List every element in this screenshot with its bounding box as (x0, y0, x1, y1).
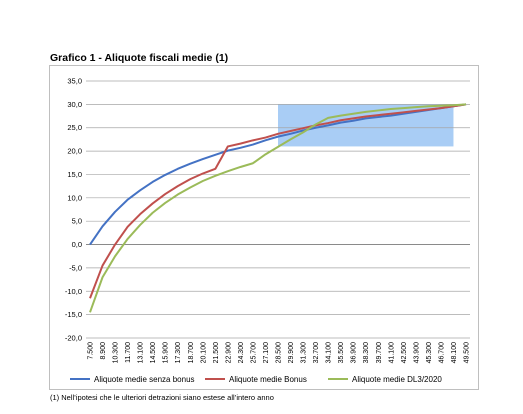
y-tick-label: -10,0 (65, 287, 82, 296)
x-tick-label: 43.900 (413, 342, 420, 364)
chart-frame: 35,0 30,0 25,0 20,0 15,0 10,0 5,0 0,0 -5,0 -10,0 -… (49, 65, 479, 390)
y-tick-label: 35,0 (67, 77, 82, 86)
chart-title: Grafico 1 - Aliquote fiscali medie (1) (50, 52, 229, 64)
x-tick-label: 46.700 (438, 342, 445, 364)
legend-label-1: Aliquote medie senza bonus (94, 375, 195, 384)
y-tick-label: 10,0 (67, 193, 82, 202)
x-tick-label: 49.500 (464, 342, 471, 364)
series-line-1 (89, 103, 467, 246)
x-tick-label: 27.100 (263, 342, 270, 364)
x-tick-label: 41.100 (388, 342, 395, 364)
x-tick-label: 34.100 (326, 342, 333, 364)
y-tick-label: 20,0 (67, 147, 82, 156)
x-tick-label: 8.900 (100, 342, 107, 360)
x-tick-label: 18.700 (188, 342, 195, 364)
x-tick-label: 11.700 (125, 342, 132, 363)
footnote: (1) Nell’ipotesi che le ulteriori detraz… (50, 393, 274, 402)
line-chart: 35,0 30,0 25,0 20,0 15,0 10,0 5,0 0,0 -5,0 -10,0 -… (65, 77, 471, 385)
x-tick-label: 29.900 (288, 342, 295, 364)
y-tick-label: 25,0 (67, 123, 82, 132)
x-tick-label: 32.700 (313, 342, 320, 364)
x-tick-label: 21.500 (213, 342, 220, 364)
series-line-2 (89, 103, 467, 299)
x-tick-label: 20.100 (200, 342, 207, 364)
x-tick-label: 48.100 (451, 342, 458, 364)
y-tick-label: 15,0 (67, 170, 82, 179)
series-line-3 (89, 103, 467, 313)
x-tick-label: 42.500 (401, 342, 408, 364)
y-tick-label: -15,0 (65, 310, 82, 319)
x-tick-label: 14.500 (150, 342, 157, 364)
x-tick-label: 25.700 (250, 342, 257, 364)
x-tick-label: 10.300 (113, 342, 120, 364)
x-tick-label: 39.700 (376, 342, 383, 364)
y-tick-label: -5,0 (69, 263, 82, 272)
x-tick-label: 7.500 (88, 342, 95, 360)
x-tick-label: 36.900 (351, 342, 358, 364)
x-tick-label: 28.500 (276, 342, 283, 364)
x-tick-label: 15.900 (163, 342, 170, 364)
legend-label-2: Aliquote medie Bonus (229, 375, 307, 384)
y-tick-label: 5,0 (72, 217, 82, 226)
y-tick-label: 0,0 (72, 240, 82, 249)
x-tick-label: 22.900 (225, 342, 232, 364)
legend-label-3: Aliquote medie DL3/2020 (352, 375, 442, 384)
x-tick-label: 24.300 (238, 342, 245, 364)
x-tick-label: 31.300 (301, 342, 308, 364)
x-tick-label: 13.100 (138, 342, 145, 364)
x-tick-label: 17.300 (175, 342, 182, 364)
y-tick-label: 30,0 (67, 100, 82, 109)
x-tick-label: 45.300 (426, 342, 433, 364)
y-tick-label: -20,0 (65, 334, 82, 343)
x-tick-label: 38.300 (363, 342, 370, 364)
x-tick-label: 35.500 (338, 342, 345, 364)
